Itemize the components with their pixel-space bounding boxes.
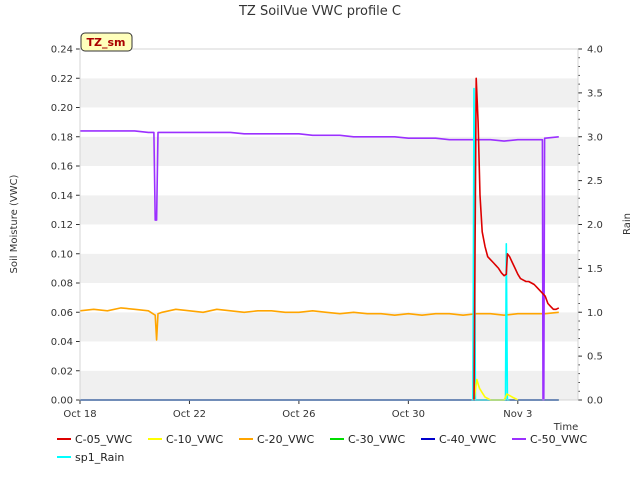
x-tick-label: Oct 26 [282, 409, 315, 420]
plot-band [80, 253, 578, 283]
site-badge-label: TZ_sm [87, 36, 126, 49]
series-line-c-20-vwc [79, 307, 559, 341]
series-line-c-50-vwc [80, 130, 559, 401]
series-line-c-10-vwc [473, 378, 519, 401]
legend-label: C-20_VWC [257, 433, 315, 446]
y2-tick-label: 1.5 [587, 264, 603, 275]
x-tick-label: Oct 18 [63, 409, 96, 420]
y-tick-label: 0.00 [51, 396, 73, 407]
y-tick-label: 0.10 [51, 249, 73, 260]
site-badge: TZ_sm [80, 32, 133, 52]
plot-band [80, 341, 578, 371]
y-tick-label: 0.20 [51, 103, 73, 114]
y2-axis-ticks: 0.0 0.5 1.0 1.5 2.0 2.5 3.0 3.5 4.0 [578, 45, 603, 407]
y2-tick-label: 4.0 [587, 45, 603, 56]
y-tick-label: 0.24 [51, 45, 73, 56]
legend-label: C-50_VWC [530, 433, 588, 446]
y-tick-label: 0.02 [51, 366, 73, 377]
plot-band [80, 312, 578, 342]
y-tick-label: 0.12 [51, 220, 73, 231]
y-tick-label: 0.18 [51, 132, 73, 143]
plot-band [80, 283, 578, 313]
plot-band [80, 370, 578, 400]
chart-title: TZ SoilVue VWC profile C [238, 4, 401, 19]
y2-tick-label: 2.5 [587, 176, 603, 187]
plot-background-bands [80, 49, 578, 400]
y2-tick-label: 2.0 [587, 220, 603, 231]
y-axis-label: Soil Moisture (VWC) [9, 174, 20, 273]
legend-label: C-30_VWC [348, 433, 406, 446]
legend: C-05_VWC C-10_VWC C-20_VWC C-30_VWC C-40_VWC… [57, 433, 588, 464]
x-axis-label: Time [553, 422, 578, 433]
series-line-c-05-vwc [473, 77, 560, 401]
legend-label: C-10_VWC [166, 433, 224, 446]
x-tick-label: Oct 22 [173, 409, 206, 420]
plot-band [80, 224, 578, 254]
plot-band [80, 107, 578, 137]
y-tick-label: 0.14 [51, 191, 73, 202]
y2-axis-label: Rain [622, 213, 633, 235]
plot-band [80, 78, 578, 108]
y2-tick-label: 0.5 [587, 352, 603, 363]
y-tick-label: 0.04 [51, 337, 73, 348]
plot-band [80, 195, 578, 225]
y2-tick-label: 3.5 [587, 88, 603, 99]
y-tick-label: 0.08 [51, 279, 73, 290]
x-axis-ticks: Oct 18 Oct 22 Oct 26 Oct 30 Nov 3 [63, 400, 532, 420]
plot-frame [79, 48, 579, 401]
legend-label: C-05_VWC [75, 433, 133, 446]
legend-label: sp1_Rain [75, 451, 124, 464]
y2-tick-label: 3.0 [587, 132, 603, 143]
y2-tick-label: 0.0 [587, 396, 603, 407]
legend-label: C-40_VWC [439, 433, 497, 446]
y-tick-label: 0.06 [51, 308, 73, 319]
plot-band [80, 49, 578, 79]
y-tick-label: 0.22 [51, 74, 73, 85]
x-tick-label: Oct 30 [392, 409, 425, 420]
plot-band [80, 136, 578, 166]
y2-tick-label: 1.0 [587, 308, 603, 319]
y-axis-ticks: 0.00 0.02 0.04 0.06 0.08 0.10 0.12 0.14 0.16 0.18… [51, 45, 80, 407]
x-tick-label: Nov 3 [503, 409, 532, 420]
plot-band [80, 166, 578, 196]
y-tick-label: 0.16 [51, 162, 73, 173]
